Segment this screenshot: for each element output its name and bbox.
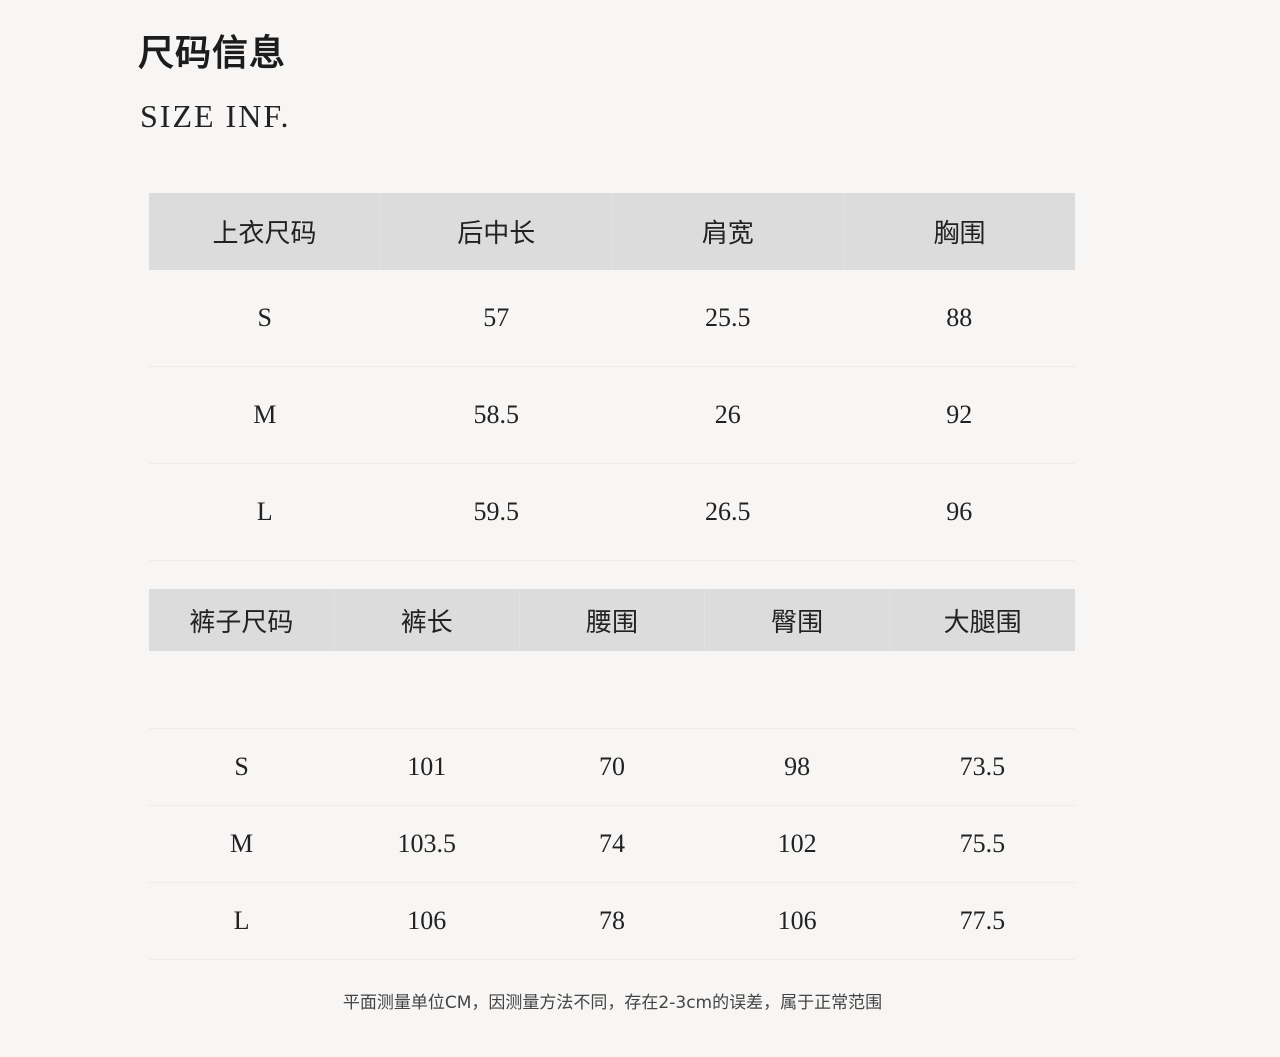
table-row: S 101 70 98 73.5 [149, 728, 1075, 806]
table-cell: S [149, 728, 335, 806]
empty-row [149, 651, 1075, 729]
table-cell: 106 [334, 882, 520, 960]
column-header: 后中长 [380, 193, 612, 270]
column-header: 臀围 [704, 589, 890, 651]
table-cell: 92 [843, 366, 1075, 464]
column-header: 肩宽 [611, 193, 844, 270]
table-cell: S [149, 270, 381, 367]
table-row: S 57 25.5 88 [149, 270, 1075, 367]
table-cell: 88 [843, 270, 1075, 367]
empty-cell [149, 651, 1075, 729]
table-row: M 103.5 74 102 75.5 [149, 805, 1075, 883]
column-header: 大腿围 [889, 589, 1075, 651]
table-cell: L [149, 463, 381, 561]
table-cell: 106 [704, 882, 890, 960]
table-row: L 59.5 26.5 96 [149, 463, 1075, 561]
table-cell: 70 [519, 728, 705, 806]
table-cell: 98 [704, 728, 890, 806]
table-cell: 73.5 [889, 728, 1075, 806]
table-cell: 74 [519, 805, 705, 883]
table-cell: 58.5 [380, 366, 612, 464]
table-header-row: 裤子尺码 裤长 腰围 臀围 大腿围 [149, 589, 1075, 651]
table-cell: 103.5 [334, 805, 520, 883]
table-cell: 57 [380, 270, 612, 367]
table-cell: 77.5 [889, 882, 1075, 960]
column-header: 上衣尺码 [149, 193, 381, 270]
table-cell: L [149, 882, 335, 960]
page-subtitle: SIZE INF. [140, 98, 291, 134]
column-header: 胸围 [843, 193, 1075, 270]
table-row: L 106 78 106 77.5 [149, 882, 1075, 960]
table-cell: 75.5 [889, 805, 1075, 883]
table-cell: M [149, 805, 335, 883]
table-cell: 78 [519, 882, 705, 960]
column-header: 裤子尺码 [149, 589, 335, 651]
table-header-row: 上衣尺码 后中长 肩宽 胸围 [149, 193, 1075, 270]
table-cell: 96 [843, 463, 1075, 561]
pants-size-table: 裤子尺码 裤长 腰围 臀围 大腿围 S 101 70 98 73.5 M 103… [149, 589, 1075, 960]
table-cell: 26.5 [612, 463, 844, 561]
table-row: M 58.5 26 92 [149, 366, 1075, 464]
table-cell: 26 [612, 366, 844, 464]
measurement-note: 平面测量单位CM，因测量方法不同，存在2-3cm的误差，属于正常范围 [342, 993, 883, 1013]
column-header: 腰围 [518, 589, 705, 651]
table-cell: 25.5 [612, 270, 844, 367]
table-cell: 101 [334, 728, 520, 806]
page-title: 尺码信息 [138, 33, 287, 74]
column-header: 裤长 [333, 589, 520, 651]
top-size-table: 上衣尺码 后中长 肩宽 胸围 S 57 25.5 88 M 58.5 26 92… [149, 193, 1075, 561]
table-cell: 59.5 [380, 463, 612, 561]
table-cell: M [149, 366, 381, 464]
table-cell: 102 [704, 805, 890, 883]
